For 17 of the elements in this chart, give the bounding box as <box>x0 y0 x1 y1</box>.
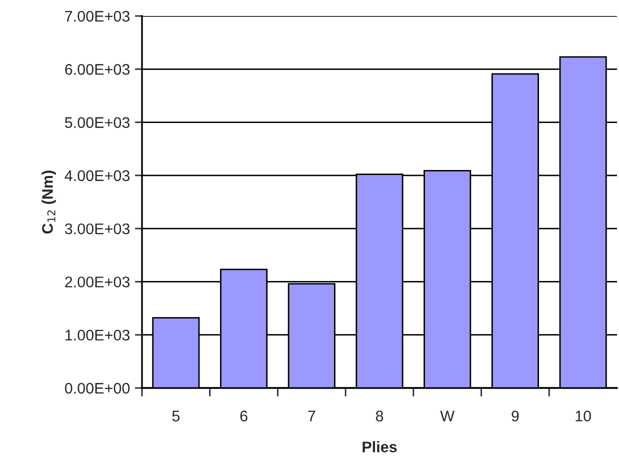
x-tick-label: 5 <box>172 410 180 422</box>
y-axis-title: C$_{12}$ (Nm) <box>42 170 56 234</box>
x-tick-label: 6 <box>240 410 248 422</box>
x-tick-label: 10 <box>576 410 591 422</box>
y-tick-label: 6.00E+03 <box>65 64 130 75</box>
x-tick-label: 7 <box>308 410 316 422</box>
x-tick-label: W <box>440 410 455 422</box>
y-tick-label: 0.00E+00 <box>64 382 130 394</box>
y-tick-label: 1.00E+03 <box>66 330 130 341</box>
y-tick-label: 7.00E+03 <box>65 10 130 22</box>
x-tick-label: 8 <box>376 410 384 422</box>
x-tick-label: 9 <box>512 410 519 422</box>
y-tick-label: 3.00E+03 <box>64 223 130 234</box>
y-tick-label: 2.00E+03 <box>65 276 130 288</box>
x-axis-title: Plies <box>362 441 397 452</box>
y-tick-label: 5.00E+03 <box>64 117 130 128</box>
y-tick-label: 4.00E+03 <box>64 170 130 182</box>
